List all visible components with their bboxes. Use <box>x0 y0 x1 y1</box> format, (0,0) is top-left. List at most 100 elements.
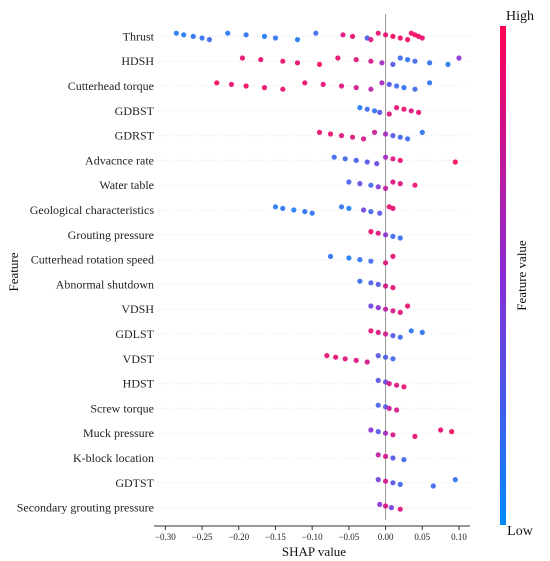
shap-point <box>401 106 407 112</box>
feature-label: K-block location <box>73 451 154 465</box>
shap-point <box>430 483 436 489</box>
shap-point <box>390 285 396 291</box>
shap-point <box>379 60 385 66</box>
shap-point <box>393 105 400 111</box>
shap-point <box>364 359 370 365</box>
colorbar <box>500 26 506 525</box>
shap-point <box>353 57 359 63</box>
x-tick-label: −0.20 <box>228 532 249 542</box>
x-tick-label: −0.30 <box>155 532 176 542</box>
shap-point <box>225 30 231 36</box>
shap-point <box>331 154 337 160</box>
shap-point <box>316 61 323 67</box>
shap-point <box>397 55 403 61</box>
feature-label: GDLST <box>115 327 154 341</box>
shap-point <box>371 129 378 135</box>
shap-point <box>427 60 433 66</box>
shap-point <box>397 334 403 340</box>
shap-point <box>280 86 286 92</box>
shap-point <box>382 232 389 238</box>
shap-point <box>190 33 196 40</box>
shap-point <box>388 505 395 511</box>
feature-label: Screw torque <box>90 401 154 415</box>
shap-point <box>353 157 359 163</box>
colorbar-low-label: Low <box>507 524 534 539</box>
shap-point <box>302 209 308 215</box>
shap-point <box>375 230 381 236</box>
shap-point <box>393 407 400 413</box>
shap-point <box>393 382 400 388</box>
shap-point <box>405 57 411 63</box>
shap-point <box>390 179 396 185</box>
shap-point <box>382 478 389 484</box>
shap-point <box>382 354 389 360</box>
shap-point <box>405 37 411 43</box>
shap-point <box>382 503 389 509</box>
shap-point <box>302 80 308 86</box>
shap-points <box>173 30 462 512</box>
shap-point <box>261 33 268 40</box>
shap-point <box>272 35 279 41</box>
shap-point <box>390 432 396 438</box>
feature-label: Thrust <box>123 29 155 43</box>
shap-point <box>405 136 411 142</box>
shap-point <box>291 207 297 213</box>
shap-point <box>397 235 403 241</box>
shap-point <box>445 61 451 67</box>
shap-point <box>386 81 392 87</box>
shap-point <box>357 105 363 111</box>
shap-point <box>397 506 403 512</box>
x-tick-label: −0.10 <box>302 532 323 542</box>
shap-point <box>390 61 396 67</box>
colorbar-title: Feature value <box>514 240 529 311</box>
shap-point <box>239 55 246 61</box>
shap-point <box>316 129 323 135</box>
shap-point <box>401 457 407 463</box>
x-tick-label: −0.05 <box>338 532 359 542</box>
shap-point <box>408 108 414 114</box>
shap-point <box>412 182 418 188</box>
shap-point <box>357 181 363 187</box>
shap-point <box>368 209 374 215</box>
shap-point <box>382 283 389 289</box>
feature-label: Grouting pressure <box>68 228 154 242</box>
shap-point <box>375 402 381 408</box>
shap-point <box>375 30 381 36</box>
shap-point <box>382 32 389 38</box>
shap-point <box>382 260 389 266</box>
shap-point <box>375 477 381 483</box>
shap-point <box>280 58 286 64</box>
shap-point <box>375 377 381 383</box>
x-tick-label: 0.05 <box>414 532 430 542</box>
shap-point <box>173 30 179 36</box>
shap-point <box>382 185 389 191</box>
shap-point <box>368 58 374 64</box>
shap-point <box>377 210 383 216</box>
feature-label: HDST <box>123 377 155 391</box>
feature-label: GDBST <box>115 104 155 118</box>
shap-point <box>261 85 268 91</box>
colorbar-high-label: High <box>506 9 534 24</box>
shap-point <box>419 329 425 335</box>
shap-point <box>377 109 383 115</box>
shap-point <box>390 333 396 339</box>
shap-point <box>327 253 334 259</box>
feature-label: GDTST <box>115 476 154 490</box>
x-tick-label: 0.00 <box>378 532 394 542</box>
shap-point <box>379 80 385 86</box>
shap-point <box>327 131 334 137</box>
shap-point <box>258 57 264 63</box>
shap-point <box>382 453 389 459</box>
shap-point <box>386 381 392 387</box>
shap-point <box>294 37 301 43</box>
feature-label: Abnormal shutdown <box>56 277 154 291</box>
x-axis-ticks: −0.30 −0.25 −0.20 −0.15 −0.10 −0.05 0.00 0.05 0.… <box>155 526 467 542</box>
x-tick-label: 0.10 <box>451 532 467 542</box>
shap-point <box>377 501 383 507</box>
shap-point <box>346 255 352 261</box>
shap-point <box>390 133 396 139</box>
shap-point <box>397 309 403 315</box>
shap-point <box>368 86 374 92</box>
shap-point <box>368 328 374 334</box>
